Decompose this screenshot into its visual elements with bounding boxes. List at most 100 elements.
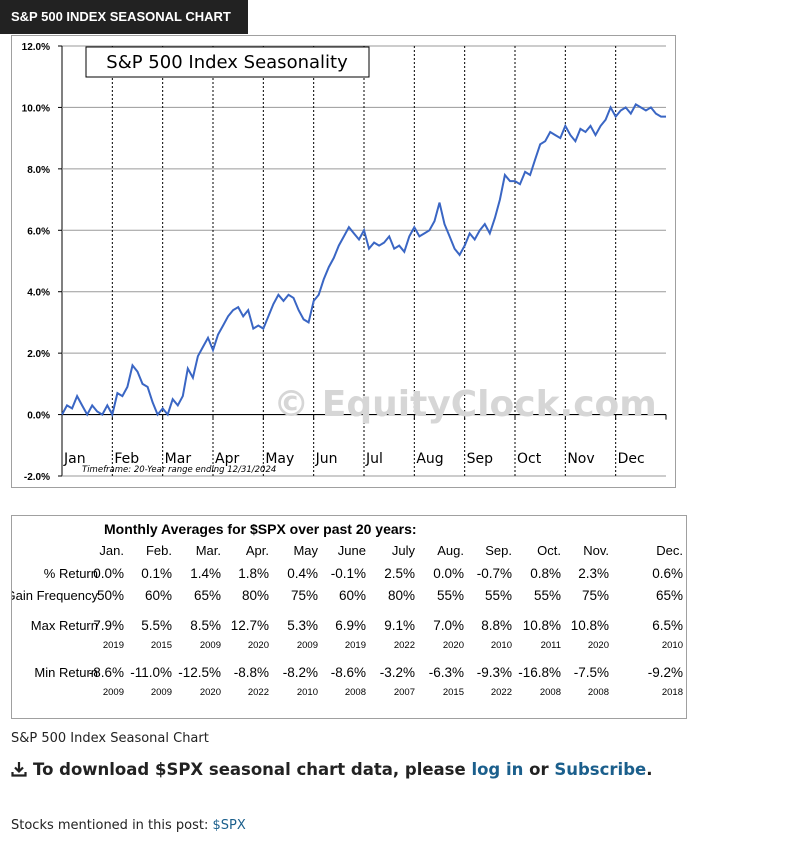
return-cell: 2.3% [578,566,609,581]
return-cell: 0.6% [652,566,683,581]
y-tick-label: 0.0% [27,411,50,422]
gain-frequency-cell: 75% [291,588,318,603]
month-label: Sep [467,451,494,467]
min-return-cell: -11.0% [130,665,172,680]
return-cell: 0.0% [93,566,124,581]
return-cell: 2.5% [384,566,415,581]
year-cell: 2020 [200,687,221,698]
y-tick-label: 10.0% [22,103,50,114]
gain-frequency-cell: 65% [194,588,221,603]
year-cell: 2007 [394,687,415,698]
row-label: % Return [44,566,98,581]
chart-watermark: © EquityClock.com [273,384,657,425]
month-label: Feb [114,451,139,467]
return-cell: 1.8% [238,566,269,581]
return-cell: 1.4% [190,566,221,581]
return-cell: 0.4% [287,566,318,581]
max-return-cell: 12.7% [231,618,269,633]
year-cell: 2018 [662,687,683,698]
return-cell: 0.8% [530,566,561,581]
login-link[interactable]: log in [471,760,524,779]
month-header: Jan. [99,543,124,558]
y-tick-label: 8.0% [27,165,50,176]
ticker-link-spx[interactable]: $SPX [212,818,246,833]
month-header: Nov. [583,543,609,558]
year-cell: 2010 [297,687,318,698]
gain-frequency-cell: 80% [242,588,269,603]
year-cell: 2022 [248,687,269,698]
year-cell: 2020 [588,640,609,651]
min-return-cell: -12.5% [178,665,221,680]
min-return-cell: -8.6% [331,665,366,680]
year-cell: 2011 [541,640,561,651]
max-return-cell: 6.9% [335,618,366,633]
subscribe-link[interactable]: Subscribe [554,760,647,779]
year-cell: 2015 [151,640,172,651]
month-header: Oct. [537,543,561,558]
month-header: Mar. [196,543,221,558]
year-cell: 2022 [394,640,415,651]
year-cell: 2010 [491,640,512,651]
gain-frequency-cell: 55% [437,588,464,603]
gain-frequency-cell: 50% [97,588,124,603]
year-cell: 2008 [588,687,609,698]
min-return-cell: -9.2% [648,665,683,680]
year-cell: 2022 [491,687,512,698]
max-return-cell: 8.5% [190,618,221,633]
min-return-cell: -9.3% [477,665,512,680]
max-return-cell: 5.3% [287,618,318,633]
month-label: Oct [517,451,542,467]
table-title: Monthly Averages for $SPX over past 20 y… [104,521,417,537]
max-return-cell: 10.8% [523,618,561,633]
max-return-cell: 10.8% [571,618,609,633]
y-tick-label: 6.0% [27,226,50,237]
min-return-cell: -8.6% [89,665,124,680]
gain-frequency-cell: 60% [339,588,366,603]
min-return-cell: -8.2% [283,665,318,680]
min-return-cell: -3.2% [380,665,415,680]
max-return-cell: 7.9% [93,618,124,633]
download-suffix: . [646,760,653,779]
gain-frequency-cell: 80% [388,588,415,603]
download-prefix: To download $SPX seasonal chart data, pl… [33,760,472,779]
y-tick-label: -2.0% [24,472,50,483]
return-cell: -0.1% [331,566,366,581]
max-return-cell: 8.8% [481,618,512,633]
chart-caption: S&P 500 Index Seasonal Chart [11,731,209,746]
month-label: Dec [618,451,645,467]
y-tick-label: 12.0% [22,42,50,53]
month-label: Jul [365,451,383,467]
month-label: Mar [165,451,192,467]
max-return-cell: 6.5% [652,618,683,633]
chart-title-box [85,46,370,78]
month-label: Aug [416,451,443,467]
seasonal-chart: Jan Feb Mar Apr May Jun Jul Aug Sep Oct Nov Dec © E… [11,35,676,488]
year-cell: 2008 [540,687,561,698]
month-label: Jan [63,451,86,467]
min-return-cell: -16.8% [518,665,561,680]
month-label: May [265,451,294,467]
month-label: Apr [215,451,239,467]
chart-title: S&P 500 Index Seasonality [106,52,348,73]
download-notice: To download $SPX seasonal chart data, pl… [11,760,652,779]
row-label: Min Return [34,665,98,680]
gain-frequency-cell: 55% [485,588,512,603]
month-header: June [338,543,366,558]
year-cell: 2019 [345,640,366,651]
year-cell: 2015 [443,687,464,698]
stocks-mentioned: Stocks mentioned in this post: $SPX [11,818,246,833]
download-middle: or [523,760,555,779]
month-header: Feb. [146,543,172,558]
timeframe-note: Timeframe: 20-Year range ending 12/31/20… [82,465,276,475]
return-cell: -0.7% [477,566,512,581]
year-cell: 2020 [248,640,269,651]
year-cell: 2009 [151,687,172,698]
monthly-averages-svg: Monthly Averages for $SPX over past 20 y… [12,521,683,698]
year-cell: 2010 [662,640,683,651]
y-tick-label: 4.0% [27,288,50,299]
year-cell: 2020 [443,640,464,651]
year-cell: 2009 [297,640,318,651]
month-label: Jun [315,451,338,467]
return-cell: 0.1% [141,566,172,581]
page-header-tab: S&P 500 INDEX SEASONAL CHART [0,0,248,34]
